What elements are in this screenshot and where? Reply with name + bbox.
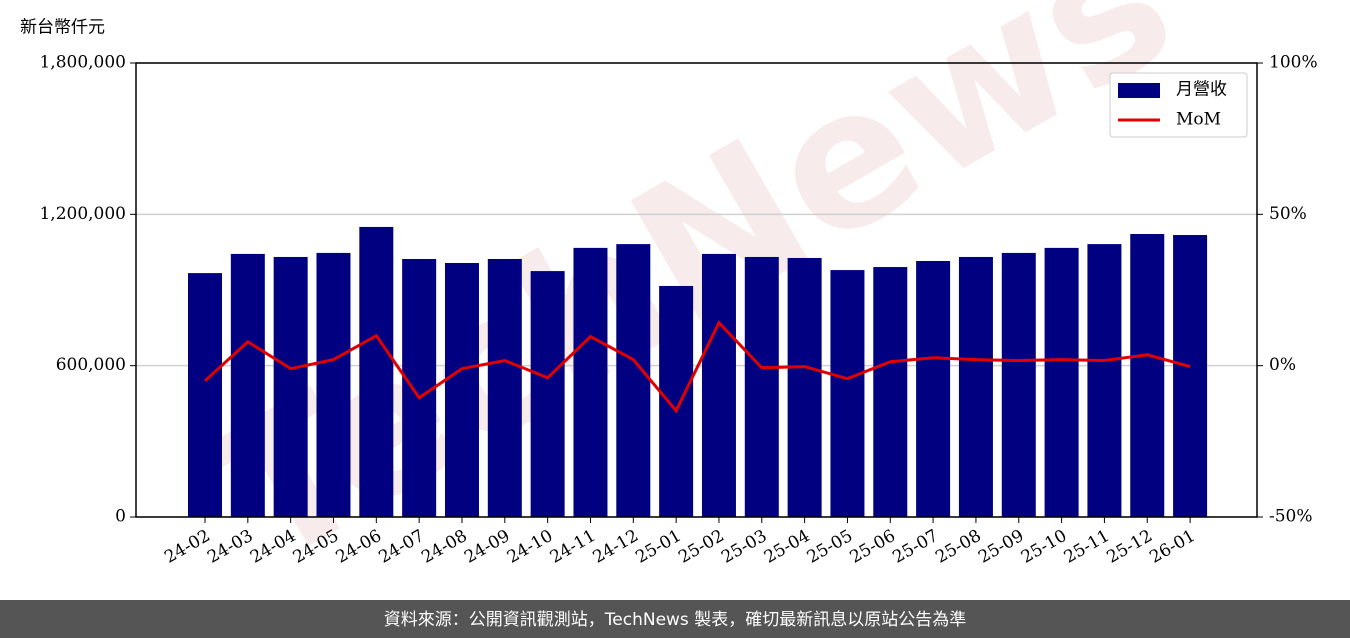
bar [1130, 234, 1165, 518]
bar [487, 258, 522, 517]
bar [316, 252, 351, 517]
x-tick-label: 24-10 [504, 526, 556, 568]
bar [787, 257, 822, 517]
bar [1173, 235, 1208, 517]
y-tick-label: 1,200,000 [39, 204, 126, 224]
bar [1001, 252, 1036, 517]
bar [573, 247, 608, 517]
y2-tick-label: -50% [1269, 507, 1313, 527]
x-tick-label: 25-04 [761, 526, 813, 568]
y2-tick-label: 50% [1269, 204, 1307, 224]
x-tick-label: 26-01 [1146, 526, 1198, 568]
legend-label: MoM [1176, 110, 1221, 130]
y2-tick-label: 0% [1269, 355, 1296, 375]
bar [873, 267, 908, 517]
bar [188, 273, 222, 517]
x-tick-label: 24-02 [161, 526, 213, 568]
bar [230, 253, 265, 517]
bar [659, 285, 694, 517]
x-tick-label: 25-11 [1061, 526, 1113, 568]
x-tick-label: 25-03 [718, 526, 770, 568]
legend-label: 月營收 [1176, 80, 1227, 100]
bar [359, 226, 394, 517]
x-tick-label: 25-05 [804, 526, 856, 568]
x-tick-label: 25-09 [975, 526, 1027, 568]
x-tick-label: 25-01 [632, 526, 684, 568]
bar [916, 260, 951, 517]
x-tick-label: 25-08 [932, 526, 984, 568]
x-tick-label: 25-07 [889, 526, 941, 568]
x-tick-label: 24-03 [204, 526, 256, 568]
bar [402, 258, 437, 517]
line [203, 320, 1191, 414]
bar [273, 256, 308, 517]
bar [958, 256, 993, 517]
y-axis-title: 新台幣仟元 [20, 18, 105, 38]
footer-bar [0, 600, 1350, 638]
x-tick-label: 24-12 [590, 526, 642, 568]
x-tick-label: 24-11 [547, 526, 599, 568]
x-tick-label: 25-02 [675, 526, 727, 568]
bar [830, 270, 865, 517]
plot-frame [135, 62, 1258, 518]
bar [616, 244, 651, 517]
bar [701, 253, 736, 517]
footer: 資料來源：公開資訊觀測站，TechNews 製表，確切最新訊息以原站公告為準 [384, 610, 966, 630]
bar [744, 256, 779, 517]
bar [1044, 247, 1079, 517]
x-tick-label: 24-09 [461, 526, 513, 568]
y-tick-label: 600,000 [56, 355, 126, 375]
bar [444, 263, 479, 517]
y-tick-label: 0 [115, 507, 126, 527]
bar [1087, 244, 1122, 517]
y2-tick-label: 100% [1269, 53, 1318, 73]
x-tick-label: 25-06 [847, 526, 899, 568]
x-tick-label: 25-10 [1018, 526, 1070, 568]
x-tick-label: 25-12 [1104, 526, 1156, 568]
legend-swatch [1118, 83, 1160, 98]
x-tick-label: 24-08 [418, 526, 470, 568]
y-tick-label: 1,800,000 [39, 53, 126, 73]
bar [530, 271, 565, 517]
